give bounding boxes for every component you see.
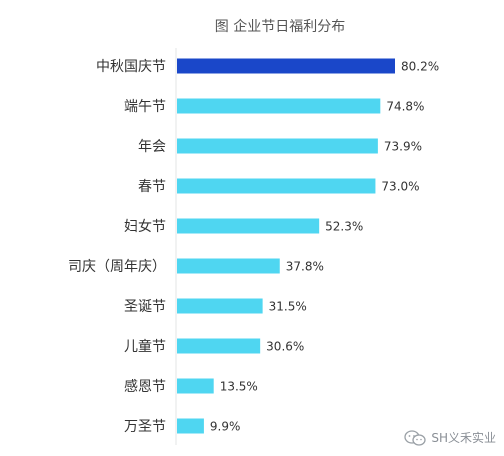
category-label: 端午节 xyxy=(124,99,166,115)
value-label: 9.9% xyxy=(210,420,241,434)
bar xyxy=(177,298,263,314)
category-label: 春节 xyxy=(138,179,166,195)
value-label: 30.6% xyxy=(266,340,304,354)
value-label: 73.9% xyxy=(384,140,422,154)
value-label: 13.5% xyxy=(220,380,258,394)
bar xyxy=(177,178,376,194)
bar xyxy=(177,138,378,154)
category-label: 妇女节 xyxy=(124,218,166,235)
bar xyxy=(177,98,381,114)
value-label: 52.3% xyxy=(325,220,363,234)
value-label: 74.8% xyxy=(386,100,424,114)
value-label: 31.5% xyxy=(269,300,307,314)
bar xyxy=(177,258,280,274)
category-label: 中秋国庆节 xyxy=(96,59,166,75)
value-label: 80.2% xyxy=(401,60,439,74)
category-label: 年会 xyxy=(138,139,166,155)
category-label: 圣诞节 xyxy=(124,299,166,315)
watermark-text: SH义禾实业 xyxy=(431,431,496,445)
wechat-icon xyxy=(404,429,426,446)
bar xyxy=(177,58,395,74)
bars-group: 中秋国庆节 80.2% 端午节 74.8% 年会 73.9% 春节 73.0% 妇女节 52.3%… xyxy=(68,58,439,435)
chart-title: 图 企业节日福利分布 xyxy=(215,18,345,35)
value-label: 73.0% xyxy=(381,180,419,194)
bar xyxy=(177,418,204,434)
category-label: 儿童节 xyxy=(124,338,166,355)
bar xyxy=(177,338,261,354)
bar xyxy=(177,378,214,394)
category-label: 司庆（周年庆） xyxy=(68,259,166,275)
watermark: SH义禾实业 xyxy=(404,429,496,446)
value-label: 37.8% xyxy=(286,260,324,274)
category-label: 感恩节 xyxy=(124,378,166,395)
category-label: 万圣节 xyxy=(124,419,166,435)
bar xyxy=(177,218,320,234)
